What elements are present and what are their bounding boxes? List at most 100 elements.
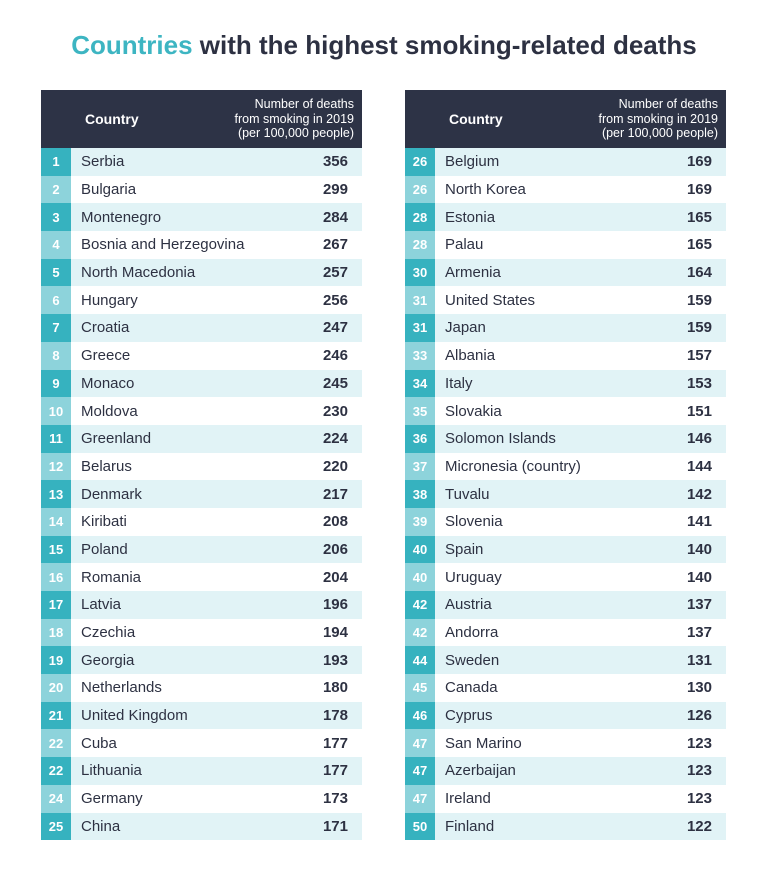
country: Romania — [81, 568, 142, 586]
table-row: 46 Cyprus 126 — [405, 701, 726, 730]
rank: 45 — [405, 674, 435, 702]
country: Kiribati — [81, 513, 127, 531]
table-row: 21 United Kingdom 178 — [41, 701, 362, 730]
deaths: 159 — [686, 291, 712, 309]
country: Greece — [81, 347, 131, 365]
table-row: 19 Georgia 193 — [41, 646, 362, 675]
title-highlight: Countries — [71, 30, 193, 60]
country: Belgium — [445, 153, 500, 171]
table-row: 28 Estonia 165 — [405, 203, 726, 232]
deaths: 245 — [322, 374, 348, 392]
deaths: 130 — [686, 679, 712, 697]
country: Denmark — [81, 485, 142, 503]
table-row: 47 Ireland 123 — [405, 784, 726, 813]
country: San Marino — [445, 734, 522, 752]
rank: 47 — [405, 757, 435, 785]
deaths: 220 — [322, 457, 348, 475]
country: Germany — [81, 790, 143, 808]
country: North Macedonia — [81, 264, 196, 282]
header-country: Country — [85, 111, 139, 127]
country: Lithuania — [81, 762, 142, 780]
deaths: 123 — [686, 762, 712, 780]
country: Czechia — [81, 624, 136, 642]
table: Country Number of deaths from smoking in 2… — [41, 90, 362, 841]
country: Georgia — [81, 651, 135, 669]
rank: 8 — [41, 341, 71, 370]
table-row: 50 Finland 122 — [405, 812, 726, 841]
country: Finland — [445, 817, 495, 835]
table-row: 31 United States 159 — [405, 286, 726, 315]
table-row: 14 Kiribati 208 — [41, 507, 362, 536]
rank: 22 — [41, 729, 71, 758]
country: Armenia — [445, 264, 501, 282]
table-row: 10 Moldova 230 — [41, 397, 362, 425]
rank: 38 — [405, 480, 435, 508]
table-row: 28 Palau 165 — [405, 231, 726, 259]
rank: 1 — [41, 148, 71, 176]
table-row: 8 Greece 246 — [41, 341, 362, 370]
table-row: 30 Armenia 164 — [405, 258, 726, 287]
country: United States — [445, 291, 536, 309]
country: Croatia — [81, 319, 130, 337]
rank: 31 — [405, 314, 435, 342]
country: Canada — [445, 679, 498, 697]
country: Japan — [445, 319, 486, 337]
deaths: 257 — [322, 264, 348, 282]
country: Bosnia and Herzegovina — [81, 236, 245, 254]
deaths: 204 — [322, 568, 348, 586]
country: Greenland — [81, 430, 152, 448]
rank: 12 — [41, 452, 71, 481]
deaths: 169 — [686, 181, 712, 199]
country: Azerbaijan — [445, 762, 516, 780]
country: Tuvalu — [445, 485, 490, 503]
rank: 37 — [405, 452, 435, 481]
rank: 42 — [405, 618, 435, 647]
table-row: 26 Belgium 169 — [405, 148, 726, 176]
deaths: 178 — [322, 707, 348, 725]
table-row: 18 Czechia 194 — [41, 618, 362, 647]
deaths: 356 — [322, 153, 348, 171]
deaths: 140 — [686, 568, 712, 586]
deaths: 144 — [686, 457, 712, 475]
deaths: 247 — [322, 319, 348, 337]
rank: 46 — [405, 701, 435, 730]
country: Slovakia — [445, 402, 502, 420]
header-value-line: Number of deaths — [618, 97, 718, 111]
table-row: 12 Belarus 220 — [41, 452, 362, 481]
country: United Kingdom — [81, 707, 188, 725]
table-row: 2 Bulgaria 299 — [41, 175, 362, 204]
deaths: 177 — [322, 734, 348, 752]
rank: 31 — [405, 286, 435, 315]
country: North Korea — [445, 181, 526, 199]
deaths: 299 — [322, 181, 348, 199]
rank: 22 — [41, 757, 71, 785]
country: Sweden — [445, 651, 500, 669]
table-row: 47 San Marino 123 — [405, 729, 726, 758]
table-row: 34 Italy 153 — [405, 369, 726, 398]
table-row: 9 Monaco 245 — [41, 369, 362, 398]
country: Palau — [445, 236, 484, 254]
table-row: 17 Latvia 196 — [41, 591, 362, 619]
rank: 14 — [41, 507, 71, 536]
rank: 4 — [41, 231, 71, 259]
rank: 40 — [405, 535, 435, 564]
rank: 13 — [41, 480, 71, 508]
country: Moldova — [81, 402, 138, 420]
deaths: 193 — [322, 651, 348, 669]
rank: 25 — [41, 812, 71, 841]
deaths: 217 — [322, 485, 348, 503]
country: Monaco — [81, 374, 135, 392]
table-row: 40 Uruguay 140 — [405, 563, 726, 591]
country: Montenegro — [81, 208, 162, 226]
rank: 26 — [405, 175, 435, 204]
rank: 50 — [405, 812, 435, 841]
rank: 18 — [41, 618, 71, 647]
deaths: 169 — [686, 153, 712, 171]
deaths: 164 — [686, 264, 712, 282]
table-row: 4 Bosnia and Herzegovina 267 — [41, 231, 362, 259]
header-value-line: (per 100,000 people) — [237, 126, 354, 140]
header-value-line: Number of deaths — [254, 97, 354, 111]
country: Belarus — [81, 457, 132, 475]
country: Hungary — [81, 291, 138, 309]
